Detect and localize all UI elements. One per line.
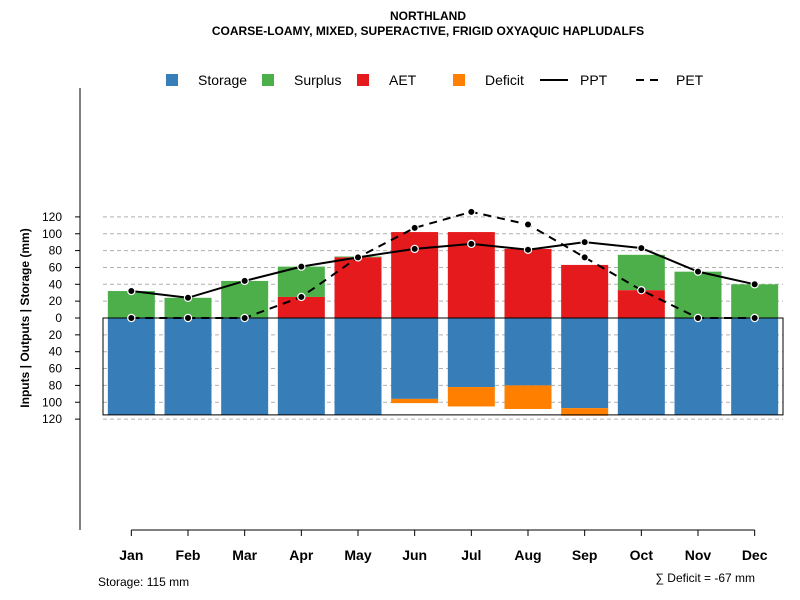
y-tick-label: 100	[42, 395, 62, 409]
pet-line	[131, 210, 755, 319]
ppt-line	[131, 241, 755, 299]
y-axis-label: Inputs | Outputs | Storage (mm)	[18, 228, 32, 407]
deficit-bar	[504, 385, 552, 409]
surplus-bar	[277, 266, 325, 297]
bars	[102, 232, 784, 416]
ppt-point	[580, 237, 589, 247]
deficit-note: ∑ Deficit = -67 mm	[655, 571, 755, 585]
x-tick-label: Jan	[119, 547, 143, 563]
storage-bar	[447, 318, 495, 388]
ppt-point	[127, 286, 136, 296]
surplus-bar	[674, 271, 722, 318]
pet-point	[580, 253, 589, 262]
legend: Storage Surplus AET Deficit PPT PET	[166, 72, 704, 88]
x-tick-label: Jul	[461, 547, 481, 563]
surplus-bar	[731, 284, 779, 318]
storage-bar	[674, 318, 722, 415]
pet-point	[240, 313, 249, 323]
legend-swatch-storage	[166, 74, 178, 86]
x-tick-label: Sep	[572, 547, 598, 563]
x-tick-label: Mar	[232, 547, 257, 563]
storage-bar	[561, 318, 609, 409]
gridlines	[103, 216, 783, 420]
legend-label-ppt: PPT	[580, 72, 608, 88]
legend-swatch-deficit	[453, 74, 465, 86]
x-tick-label: Jun	[402, 547, 427, 563]
axes: 120 100 80 60 40 20 0 20 40 60 80 100 120 Jan Feb Mar Ap…	[42, 88, 768, 563]
pet-point	[127, 313, 136, 323]
y-tick-label: 40	[49, 277, 63, 291]
x-tick-label: Feb	[176, 547, 201, 563]
deficit-bar	[391, 398, 439, 404]
legend-label-aet: AET	[389, 72, 417, 88]
ppt-point	[467, 239, 476, 249]
chart-title: NORTHLAND	[390, 9, 466, 23]
pet-point	[467, 207, 476, 217]
y-tick-label: 40	[49, 345, 63, 359]
x-tick-label: Aug	[514, 547, 541, 563]
y-tick-label: 120	[42, 210, 62, 224]
storage-bar	[731, 318, 779, 415]
ppt-point	[353, 253, 363, 262]
y-tick-label: 80	[49, 378, 63, 392]
surplus-bar	[107, 291, 155, 318]
pet-point	[523, 220, 533, 229]
x-tick-label: Nov	[685, 547, 712, 563]
chart-subtitle: COARSE-LOAMY, MIXED, SUPERACTIVE, FRIGID…	[212, 24, 644, 38]
ppt-point	[183, 293, 193, 302]
x-tick-label: May	[344, 547, 371, 563]
aet-bar	[561, 264, 609, 318]
aet-bar	[334, 257, 382, 318]
y-tick-label: 60	[49, 260, 63, 274]
pet-point	[750, 313, 759, 323]
surplus-bar	[617, 254, 665, 291]
storage-bar	[164, 318, 212, 415]
storage-bar	[221, 318, 269, 415]
surplus-bar	[164, 297, 212, 318]
storage-bar	[391, 318, 439, 399]
storage-bar	[334, 318, 382, 415]
storage-note: Storage: 115 mm	[98, 575, 189, 589]
legend-label-pet: PET	[676, 72, 704, 88]
y-tick-label: 20	[49, 294, 63, 308]
x-tick-label: Apr	[289, 547, 314, 563]
ppt-point	[240, 276, 249, 286]
ppt-point	[750, 280, 759, 289]
storage-bar	[504, 318, 552, 386]
legend-label-surplus: Surplus	[294, 72, 341, 88]
pet-point	[183, 313, 193, 323]
legend-swatch-surplus	[262, 74, 274, 86]
y-tick-label: 20	[49, 328, 63, 342]
y-tick-label: 100	[42, 227, 62, 241]
x-tick-label: Dec	[742, 547, 768, 563]
aet-bar	[617, 290, 665, 318]
deficit-bar	[561, 408, 609, 416]
ppt-point	[637, 243, 646, 253]
ppt-point	[693, 267, 703, 276]
y-tick-label: 60	[49, 362, 63, 376]
y-tick-label: 120	[42, 412, 62, 426]
y-tick-label: 80	[49, 244, 63, 258]
series-lines	[127, 207, 759, 323]
pet-point	[410, 223, 419, 233]
storage-bar	[277, 318, 325, 415]
legend-label-storage: Storage	[198, 72, 247, 88]
aet-bar	[504, 248, 552, 318]
legend-label-deficit: Deficit	[485, 72, 524, 88]
pet-point	[637, 285, 646, 295]
storage-bar	[107, 318, 155, 415]
pet-point	[297, 292, 306, 302]
legend-swatch-aet	[357, 74, 369, 86]
x-tick-label: Oct	[630, 547, 654, 563]
storage-bar	[617, 318, 665, 415]
pet-point	[693, 313, 703, 323]
y-tick-label: 0	[55, 311, 62, 325]
ppt-point	[297, 262, 306, 271]
deficit-bar	[447, 387, 495, 407]
ppt-point	[523, 245, 533, 254]
ppt-point	[410, 244, 419, 254]
